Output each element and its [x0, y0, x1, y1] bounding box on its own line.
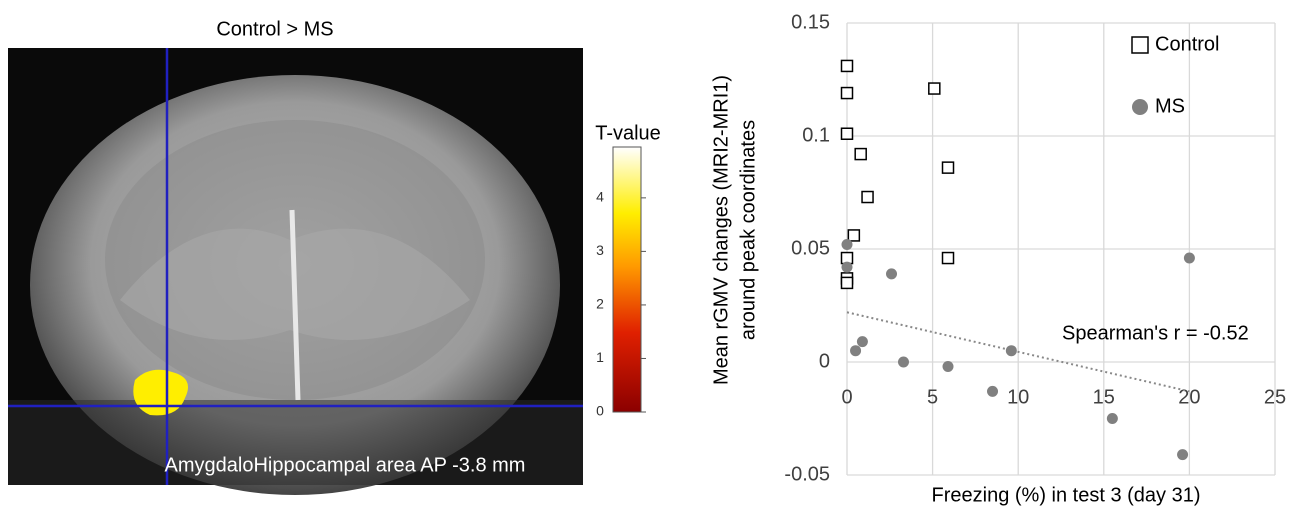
point — [942, 361, 954, 373]
point — [897, 356, 909, 368]
x-tick-label: 0 — [841, 386, 852, 408]
point — [841, 238, 853, 250]
legend-marker — [1132, 99, 1148, 115]
y-tick-label: 0.15 — [791, 11, 830, 33]
x-tick-label: 5 — [927, 386, 938, 408]
colorbar-tick-label: 2 — [596, 296, 604, 312]
trendline — [846, 311, 1190, 393]
colorbar-label: T-value — [595, 122, 661, 144]
point — [941, 251, 955, 265]
point — [1005, 345, 1017, 357]
brain-panel: AmygdaloHippocampal area AP -3.8 mm Cont… — [8, 18, 661, 495]
point — [941, 161, 955, 174]
point — [1106, 413, 1118, 424]
y-tick-label: -0.05 — [784, 463, 830, 485]
point — [854, 147, 867, 161]
point — [1183, 252, 1195, 264]
colorbar-tick-label: 4 — [596, 189, 604, 205]
point — [840, 276, 854, 290]
activation-blob — [133, 369, 189, 416]
point — [861, 190, 874, 204]
point — [886, 268, 898, 280]
point — [847, 229, 861, 242]
y-tick-label: 0.1 — [802, 124, 830, 146]
y-tick-label: 0.05 — [791, 237, 830, 259]
legend-label: Control — [1155, 33, 1219, 55]
y-axis-label: around peak coordinates — [737, 120, 759, 340]
midline — [289, 209, 301, 401]
x-tick-label: 10 — [1007, 386, 1029, 408]
point — [850, 345, 862, 357]
colorbar-tick-label: 3 — [596, 242, 604, 258]
point — [856, 336, 868, 348]
x-tick-label: 25 — [1264, 386, 1286, 408]
annotation: Spearman's r = -0.52 — [1062, 322, 1249, 344]
legend-marker — [1131, 36, 1149, 54]
point — [987, 385, 999, 397]
legend-label: MS — [1155, 95, 1185, 117]
colorbar-tick-label: 1 — [596, 349, 604, 365]
point — [928, 82, 941, 95]
x-axis-label: Freezing (%) in test 3 (day 31) — [932, 484, 1201, 506]
x-tick-label: 20 — [1178, 386, 1200, 408]
y-tick-label: 0 — [819, 350, 830, 372]
x-tick-label: 15 — [1093, 386, 1115, 408]
colorbar — [612, 146, 642, 413]
image-caption: AmygdaloHippocampal area AP -3.8 mm — [165, 454, 526, 476]
point — [840, 127, 854, 140]
panel-title: Control > MS — [216, 18, 333, 40]
point — [840, 59, 854, 73]
point — [1177, 449, 1189, 461]
y-axis-label: Mean rGMV changes (MRI2-MRI1) — [710, 75, 732, 385]
point — [841, 261, 853, 273]
colorbar-tick-label: 0 — [596, 403, 604, 419]
point — [840, 86, 854, 100]
image-shadow — [8, 400, 583, 485]
